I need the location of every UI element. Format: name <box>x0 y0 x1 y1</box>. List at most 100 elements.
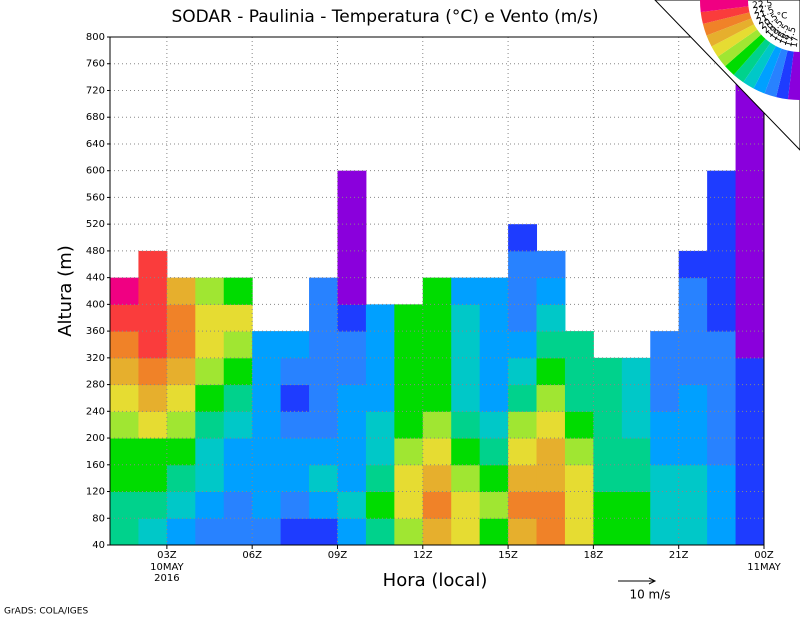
heatmap-cell <box>650 411 680 439</box>
heatmap-cell <box>280 518 310 546</box>
heatmap-cell <box>479 331 509 359</box>
heatmap-cell <box>451 384 481 412</box>
colorbar-wedge <box>699 0 749 13</box>
colorbar-label: 18 <box>779 32 793 47</box>
heatmap-cell <box>650 464 680 493</box>
heatmap-cell <box>337 331 367 359</box>
heatmap-cell <box>337 438 367 466</box>
y-axis-label: Altura (m) <box>55 245 76 337</box>
y-tick-label: 560 <box>86 192 105 203</box>
x-date-label: 2016 <box>154 573 179 584</box>
heatmap-cell <box>223 357 253 386</box>
heatmap-cell <box>223 277 253 305</box>
y-tick-label: 760 <box>86 59 105 70</box>
x-date-label: 11MAY <box>747 562 781 573</box>
heatmap-cell <box>564 464 594 493</box>
heatmap-cell <box>110 277 139 305</box>
heatmap-cell <box>309 331 338 359</box>
heatmap-cell <box>536 357 566 386</box>
heatmap-cell <box>394 357 424 386</box>
heatmap-cell <box>138 304 168 332</box>
heatmap-cell <box>337 224 367 252</box>
heatmap-cell <box>707 411 737 439</box>
heatmap-cell <box>280 357 310 386</box>
heatmap-cell <box>138 384 168 412</box>
colorbar-label: 22 <box>752 4 766 16</box>
heatmap-cell <box>422 464 452 493</box>
heatmap-cell <box>735 331 765 359</box>
heatmap-cell <box>735 277 765 305</box>
heatmap-cell <box>707 304 737 332</box>
heatmap-cell <box>280 438 310 466</box>
heatmap-cell <box>195 438 225 466</box>
heatmap-cell <box>365 331 395 359</box>
heatmap-cell <box>707 357 737 386</box>
heatmap-cell <box>508 250 538 279</box>
colorbar-wedge <box>743 42 776 89</box>
heatmap-cell <box>110 464 139 493</box>
heatmap-cell <box>621 491 651 519</box>
y-tick-label: 720 <box>86 85 105 96</box>
heatmap-cell <box>735 384 765 412</box>
heatmap-cell <box>735 197 765 225</box>
heatmap-cell <box>621 518 651 546</box>
heatmap-cell <box>422 491 452 519</box>
heatmap-cell <box>707 331 737 359</box>
heatmap-cell <box>650 491 680 519</box>
footer: GrADS: COLA/IGES <box>4 607 88 617</box>
heatmap-cell <box>735 170 765 198</box>
heatmap-cell <box>223 411 253 439</box>
heatmap-cell <box>735 518 765 546</box>
heatmap-cell <box>252 384 282 412</box>
heatmap-cell <box>422 518 452 546</box>
heatmap-cell <box>280 464 310 493</box>
heatmap-cell <box>735 304 765 332</box>
heatmap-cell <box>678 491 708 519</box>
colorbar-label: 17 <box>790 36 800 49</box>
heatmap-cell <box>735 250 765 279</box>
x-tick-label: 18Z <box>584 550 604 561</box>
heatmap-cell <box>593 357 623 386</box>
heatmap-cell <box>536 304 566 332</box>
heatmap-cell <box>564 438 594 466</box>
heatmap-cell <box>138 491 168 519</box>
heatmap <box>110 37 765 546</box>
heatmap-cell <box>195 277 225 305</box>
heatmap-cell <box>337 411 367 439</box>
heatmap-cell <box>451 491 481 519</box>
colorbar-label: 22.5 <box>752 0 773 11</box>
heatmap-cell <box>735 117 765 145</box>
heatmap-cell <box>166 464 196 493</box>
heatmap-cell <box>195 331 225 359</box>
heatmap-cell <box>110 331 139 359</box>
heatmap-cell <box>508 331 538 359</box>
heatmap-cell <box>707 170 737 198</box>
y-tick-label: 800 <box>86 32 105 43</box>
heatmap-cell <box>365 464 395 493</box>
heatmap-cell <box>138 250 168 279</box>
heatmap-cell <box>394 518 424 546</box>
heatmap-cell <box>166 277 196 305</box>
heatmap-cell <box>252 518 282 546</box>
heatmap-cell <box>735 464 765 493</box>
heatmap-cell <box>735 143 765 172</box>
heatmap-cell <box>195 464 225 493</box>
heatmap-cell <box>309 438 338 466</box>
heatmap-cell <box>195 491 225 519</box>
heatmap-cell <box>621 411 651 439</box>
colorbar-wedge <box>733 38 771 83</box>
heatmap-cell <box>479 304 509 332</box>
heatmap-cell <box>223 518 253 546</box>
heatmap-cell <box>422 277 452 305</box>
heatmap-cell <box>394 384 424 412</box>
heatmap-cell <box>280 384 310 412</box>
heatmap-cell <box>422 411 452 439</box>
heatmap-cell <box>223 438 253 466</box>
heatmap-cell <box>422 357 452 386</box>
heatmap-cell <box>451 411 481 439</box>
heatmap-cell <box>252 411 282 439</box>
colorbar-wedge <box>753 46 782 94</box>
heatmap-cell <box>678 438 708 466</box>
